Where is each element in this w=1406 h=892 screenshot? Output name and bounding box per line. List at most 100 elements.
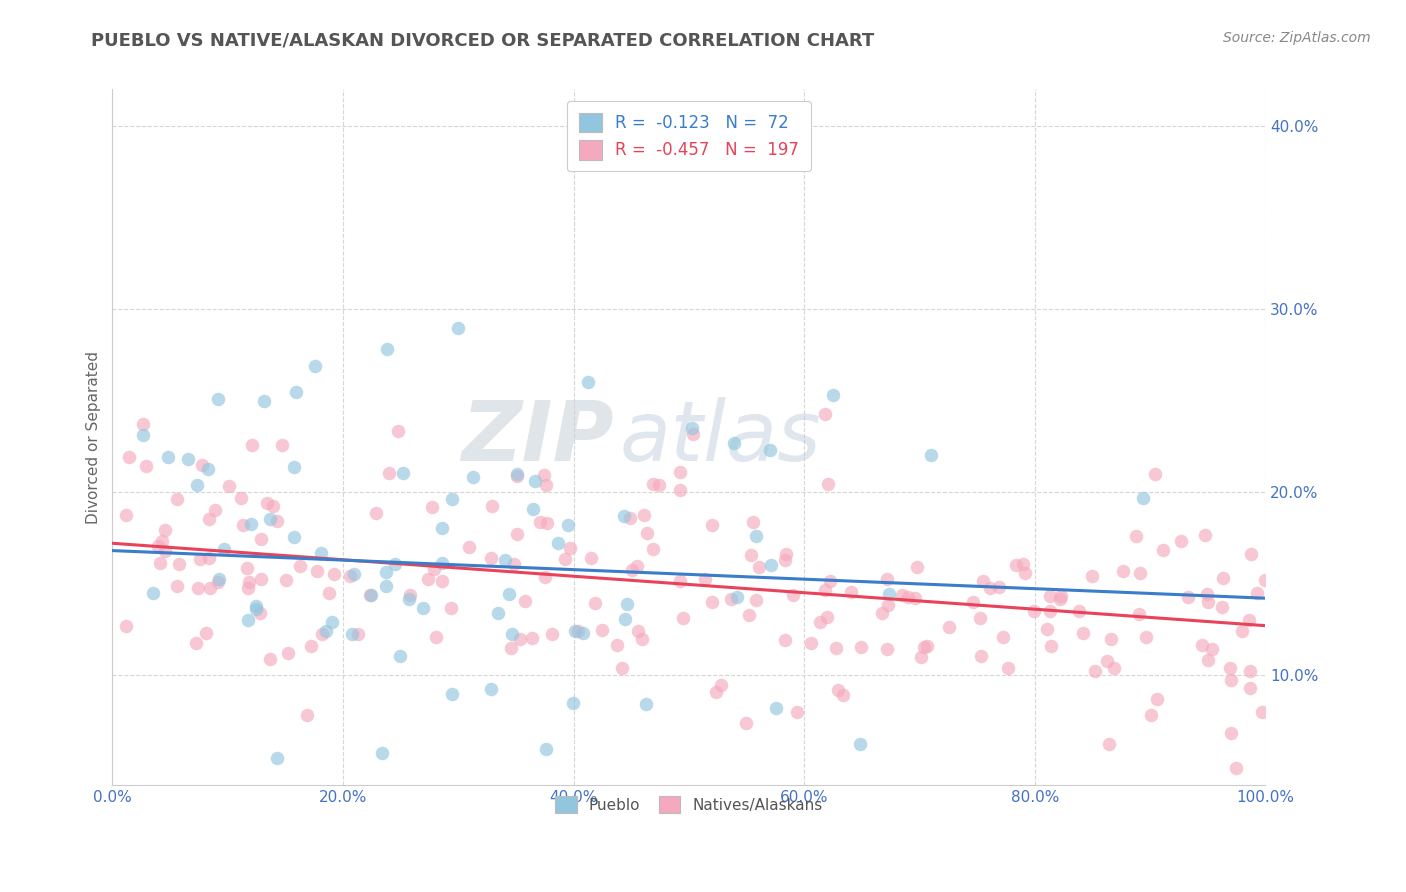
Point (321, 615, 343, 629)
Point (1194, 527, 1216, 541)
Point (616, 597, 638, 611)
Point (288, 558, 311, 573)
Point (323, 566, 346, 581)
Point (132, 428, 155, 442)
Point (636, 525, 658, 540)
Y-axis label: Divorced or Separated: Divorced or Separated (86, 351, 101, 524)
Point (817, 610, 839, 624)
Point (232, 517, 254, 532)
Point (1132, 491, 1154, 505)
Point (318, 585, 340, 599)
Point (392, 467, 415, 481)
Point (522, 631, 544, 645)
Point (782, 588, 804, 602)
Point (339, 569, 361, 583)
Point (962, 595, 984, 609)
Point (250, 533, 273, 547)
Point (557, 518, 579, 533)
Point (515, 594, 537, 608)
Point (277, 646, 299, 660)
Point (259, 512, 281, 526)
Point (991, 630, 1014, 644)
Point (534, 741, 557, 756)
Point (876, 641, 898, 656)
Point (387, 424, 409, 438)
Point (505, 526, 527, 541)
Point (1011, 557, 1033, 571)
Point (271, 438, 294, 452)
Point (384, 558, 406, 572)
Point (166, 579, 188, 593)
Point (641, 541, 664, 556)
Point (1250, 705, 1272, 719)
Point (1219, 673, 1241, 688)
Point (422, 562, 444, 576)
Point (1067, 604, 1090, 618)
Point (309, 546, 332, 560)
Point (447, 321, 470, 335)
Point (266, 751, 288, 765)
Point (904, 591, 927, 605)
Point (540, 626, 562, 640)
Point (315, 624, 337, 638)
Point (1084, 664, 1107, 678)
Point (1197, 653, 1219, 667)
Point (765, 701, 787, 715)
Point (669, 574, 692, 588)
Point (681, 421, 703, 435)
Point (186, 636, 208, 650)
Point (503, 558, 526, 572)
Point (648, 477, 671, 491)
Point (250, 572, 273, 586)
Point (240, 438, 263, 452)
Point (591, 623, 613, 637)
Point (979, 581, 1001, 595)
Point (938, 620, 960, 634)
Point (619, 511, 641, 525)
Point (827, 683, 849, 698)
Point (633, 508, 655, 523)
Point (870, 607, 893, 621)
Point (841, 584, 863, 599)
Point (702, 518, 724, 533)
Point (915, 639, 938, 653)
Point (378, 467, 401, 481)
Point (299, 639, 322, 653)
Point (1129, 566, 1152, 580)
Point (1024, 603, 1046, 617)
Point (1177, 590, 1199, 604)
Text: atlas: atlas (620, 397, 821, 477)
Point (430, 521, 453, 535)
Point (177, 451, 200, 466)
Point (1211, 599, 1233, 614)
Point (634, 697, 657, 711)
Point (910, 650, 932, 665)
Point (561, 696, 583, 710)
Point (1112, 564, 1135, 578)
Point (1239, 664, 1261, 678)
Point (576, 375, 599, 389)
Legend: Pueblo, Natives/Alaskans: Pueblo, Natives/Alaskans (546, 787, 832, 822)
Point (359, 589, 381, 603)
Point (533, 468, 555, 483)
Point (494, 552, 516, 566)
Point (236, 560, 259, 574)
Point (522, 502, 544, 516)
Point (236, 613, 259, 627)
Point (970, 648, 993, 663)
Point (613, 509, 636, 524)
Point (153, 544, 176, 558)
Point (1098, 737, 1121, 751)
Point (741, 515, 763, 529)
Point (558, 541, 581, 555)
Point (364, 507, 387, 521)
Point (283, 459, 305, 474)
Point (207, 574, 229, 589)
Point (1240, 547, 1263, 561)
Point (745, 529, 768, 543)
Point (440, 686, 463, 700)
Point (897, 590, 920, 604)
Point (509, 632, 531, 646)
Point (399, 587, 422, 601)
Point (463, 470, 485, 484)
